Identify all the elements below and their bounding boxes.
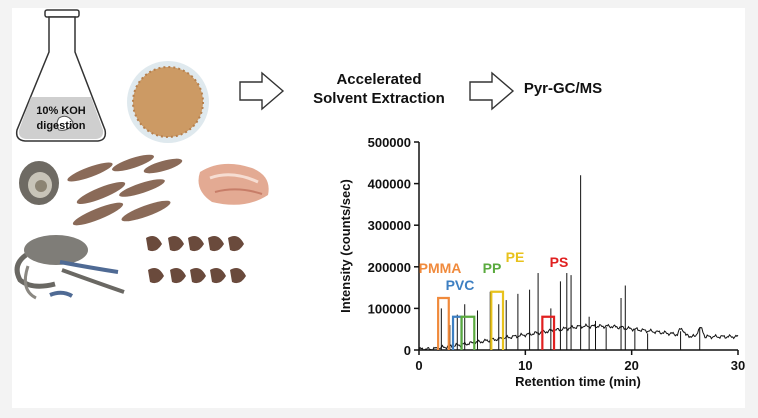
y-tick-label: 300000 [368, 218, 411, 233]
flask-label-line2: digestion [36, 120, 86, 132]
chart-axes [418, 142, 738, 351]
figure-frame [12, 8, 745, 408]
chromatogram-peaks [440, 175, 701, 350]
x-axis-label: Retention time (min) [515, 374, 641, 389]
y-tick-label: 500000 [368, 135, 411, 150]
filter-disc-icon [127, 61, 209, 143]
x-tick-label: 0 [415, 358, 422, 373]
chromatogram-line [418, 323, 739, 351]
flask-label-line1: 10% KOH [36, 105, 86, 117]
x-tick-label: 30 [731, 358, 745, 373]
y-tick-label: 100000 [368, 301, 411, 316]
arrow-1-icon [239, 71, 285, 111]
step1-line1: Accelerated [336, 71, 422, 88]
shrimp-icon [146, 236, 246, 284]
x-tick-label: 10 [518, 358, 532, 373]
marker-label-pmma: PMMA [419, 260, 462, 276]
y-tick-label: 0 [404, 343, 411, 358]
x-ticks: 0 10 20 30 [415, 350, 745, 373]
marker-label-pp: PP [483, 260, 502, 276]
step-accelerated-solvent-extraction: Accelerated Solvent Extraction [309, 70, 449, 108]
oyster-icon [19, 161, 59, 205]
marker-label-pvc: PVC [446, 277, 475, 293]
marker-label-ps: PS [550, 254, 569, 270]
crab-icon [14, 235, 125, 300]
flask-icon [15, 9, 107, 142]
marker-label-pe: PE [506, 249, 525, 265]
marker-box-ps [541, 315, 556, 350]
step1-line2: Solvent Extraction [313, 90, 445, 107]
marker-box-pmma [437, 296, 450, 350]
y-axis-label: Intensity (counts/sec) [338, 179, 353, 313]
x-tick-label: 20 [624, 358, 638, 373]
arrow-2-icon [469, 71, 515, 111]
y-ticks: 0 100000 200000 300000 400000 500000 [368, 135, 419, 358]
step-pyr-gcms: Pyr-GC/MS [523, 80, 603, 97]
marker-box-pp [460, 315, 476, 350]
flask-label: 10% KOH digestion [29, 104, 93, 134]
y-tick-label: 400000 [368, 177, 411, 192]
fish-icon [67, 154, 183, 226]
y-tick-label: 200000 [368, 260, 411, 275]
meat-icon [198, 163, 269, 205]
marker-box-pe [490, 290, 505, 350]
